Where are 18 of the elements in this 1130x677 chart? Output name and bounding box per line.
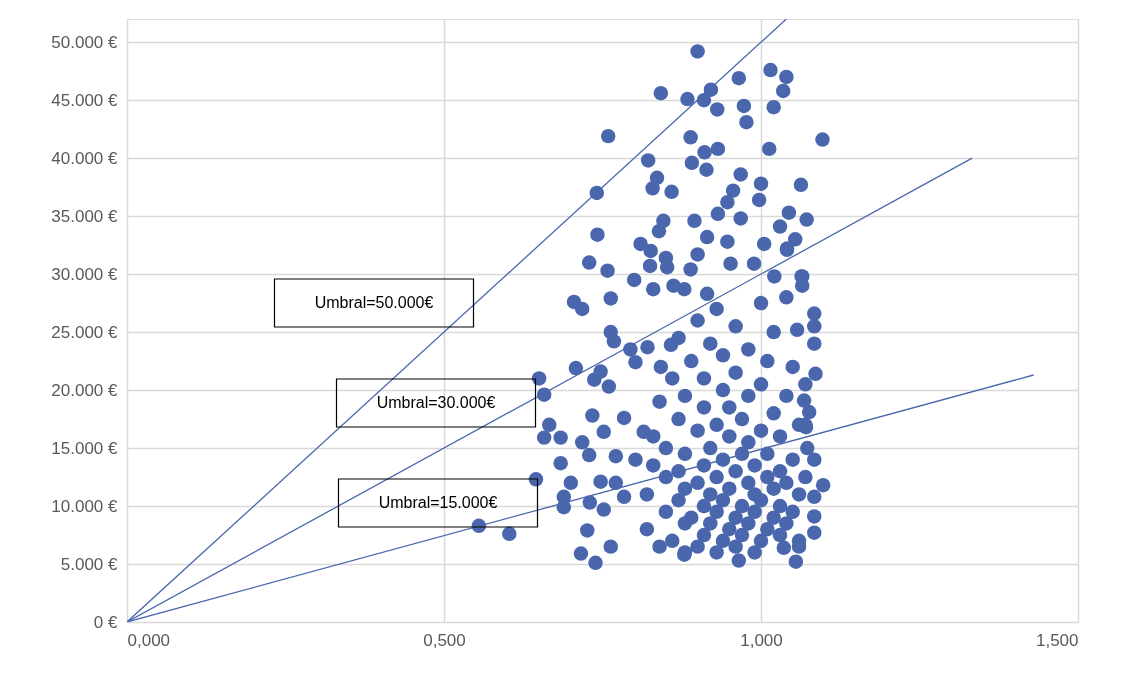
annotation: Umbral=15.000€ [378,494,498,511]
y-tick-label: 25.000 € [51,322,119,342]
y-tick-label: 45.000 € [51,90,119,110]
y-tick-label: 50.000 € [51,32,119,52]
annotation: Umbral=30.000€ [376,394,496,411]
y-tick-label: 35.000 € [51,206,119,226]
annotation: Umbral=50.000€ [314,294,434,311]
y-tick-label: 10.000 € [51,496,119,516]
y-tick-label: 0 € [93,612,119,632]
x-tick-label: 1,000 [740,630,783,650]
x-tick-label: 0,500 [423,630,466,650]
y-tick-label: 20.000 € [51,380,119,400]
x-tick-label: 1,500 [1035,630,1079,650]
y-tick-label: 15.000 € [51,438,119,458]
y-tick-label: 5.000 € [60,554,119,574]
y-tick-label: 30.000 € [51,264,119,284]
x-tick-label: 0,000 [127,630,171,650]
y-tick-label: 40.000 € [51,148,119,168]
